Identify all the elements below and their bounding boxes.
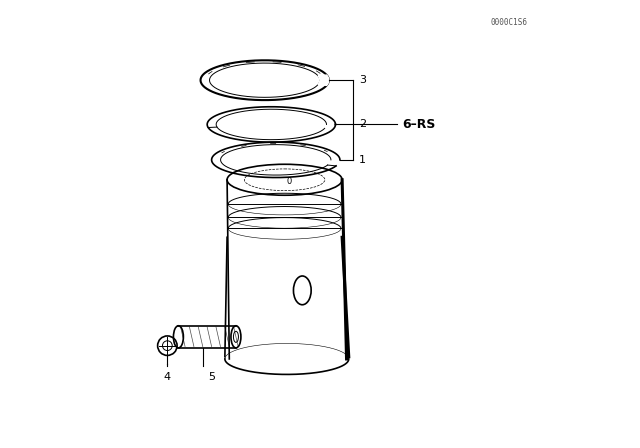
Text: 5: 5: [208, 372, 215, 382]
Text: 0000C1S6: 0000C1S6: [491, 18, 528, 27]
Text: 1: 1: [359, 155, 366, 165]
Text: 0: 0: [287, 177, 292, 186]
Polygon shape: [318, 75, 329, 86]
Text: 6–RS: 6–RS: [402, 118, 435, 131]
Text: 3: 3: [359, 75, 366, 85]
Text: 4: 4: [164, 372, 171, 382]
Text: 2: 2: [359, 120, 366, 129]
